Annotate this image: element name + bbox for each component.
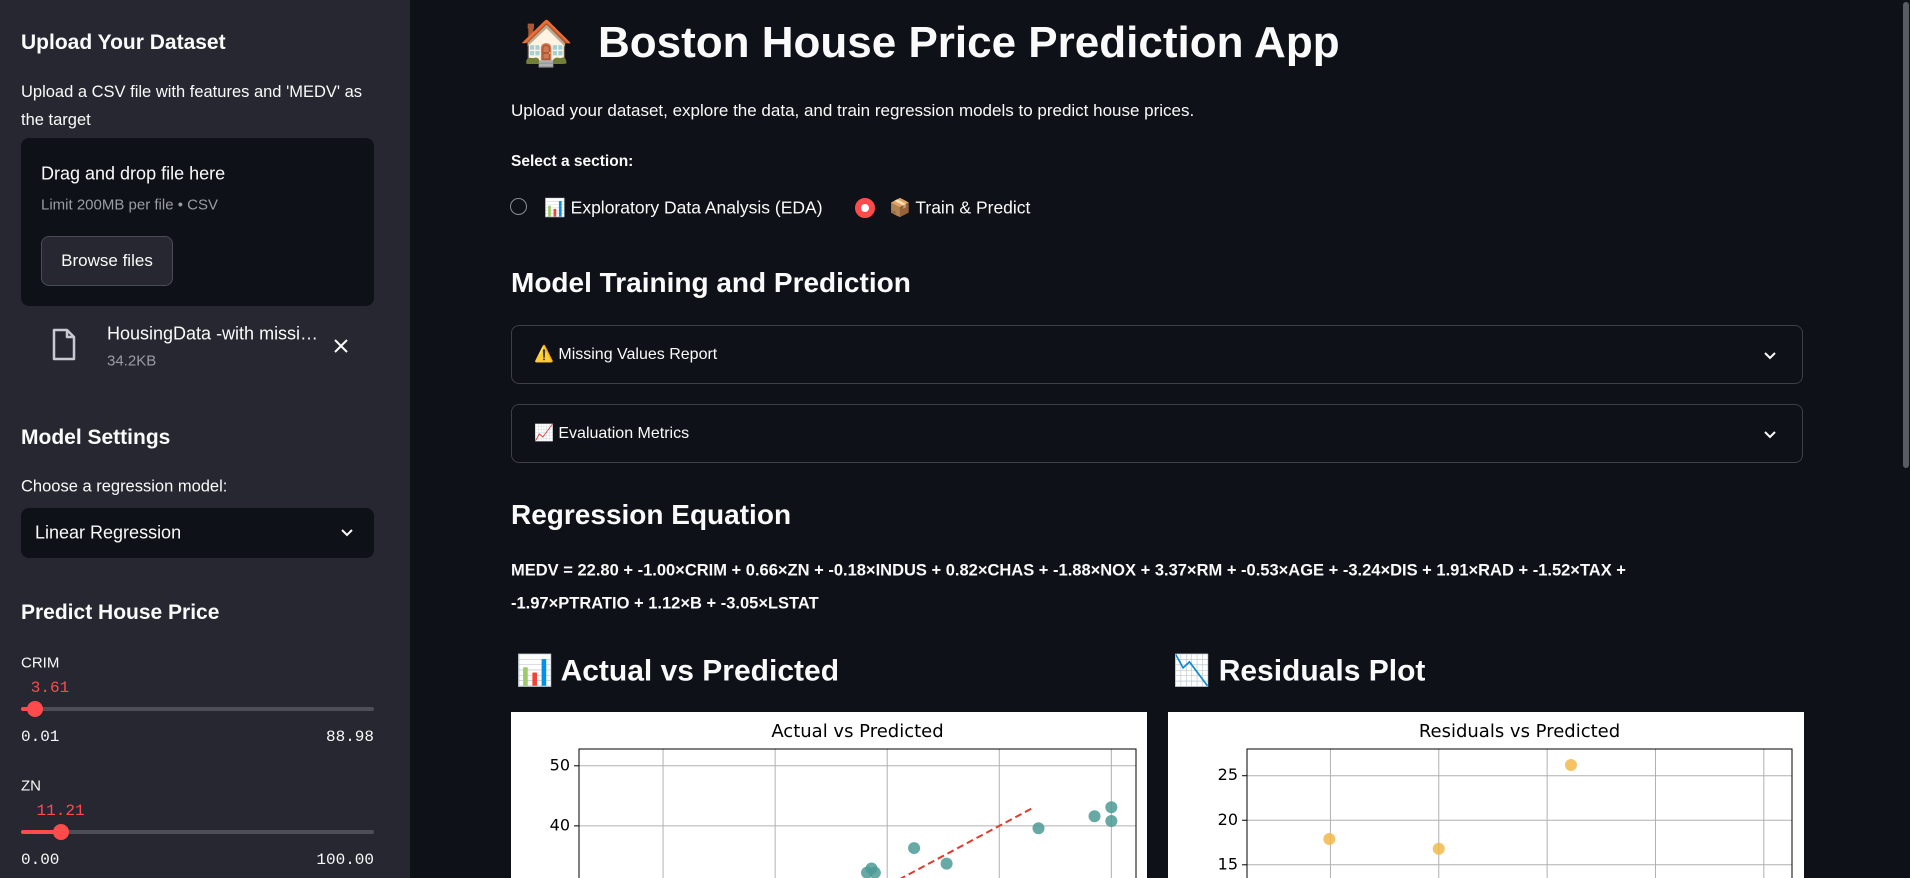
radio-option[interactable]: 📊 Exploratory Data Analysis (EDA) [544, 197, 823, 218]
chart: Actual vs Predicted 40 50 [511, 712, 1147, 878]
slider-label: CRIM [21, 654, 60, 672]
y-tick-label: 20 [1218, 810, 1238, 829]
sidebar-heading: Model Settings [21, 426, 171, 449]
subtitle: Upload your dataset, explore the data, a… [511, 101, 1195, 120]
radio[interactable] [510, 198, 527, 215]
slider-thumb[interactable] [52, 824, 69, 840]
y-tick-label: 25 [1218, 765, 1238, 784]
remove-file[interactable] [333, 338, 349, 354]
radio-option[interactable]: 📦 Train & Predict [889, 197, 1031, 218]
chevron [341, 529, 353, 537]
radio-dot [861, 204, 869, 212]
slider-value: 11.21 [36, 802, 85, 820]
expander-label: 📈 Evaluation Metrics [534, 425, 690, 442]
point [1323, 832, 1336, 845]
file-size: 34.2KB [107, 352, 157, 370]
axes-frame [1246, 748, 1793, 878]
y-tick-label: 40 [550, 815, 570, 834]
slider-min: 0.01 [21, 728, 60, 746]
sidebar-heading: Predict House Price [21, 601, 220, 624]
slider-max: 88.98 [325, 728, 374, 746]
dropzone-title: Drag and drop file here [41, 163, 226, 184]
point [868, 866, 881, 878]
page-title: Boston House Price Prediction App [598, 18, 1340, 67]
plot-heading: 📉 Residuals Plot [1173, 654, 1426, 688]
point [940, 857, 953, 870]
select-value: Linear Regression [35, 522, 182, 543]
sidebar-heading: Upload Your Dataset [21, 31, 226, 54]
point [1105, 815, 1118, 828]
scrollbar[interactable] [1903, 2, 1909, 468]
dropzone-limit: Limit 200MB per file • CSV [41, 196, 218, 214]
radio-label: Select a section: [511, 153, 634, 170]
chart: Residuals vs Predicted 15 20 25 [1168, 712, 1804, 878]
expander-label: ⚠️ Missing Values Report [534, 346, 718, 363]
model-select[interactable] [21, 508, 374, 558]
y-tick-label: 15 [1218, 854, 1238, 873]
slider-thumb[interactable] [27, 701, 44, 717]
point [1032, 822, 1045, 835]
title-icon: 🏠 [519, 19, 574, 68]
heading: Model Training and Prediction [511, 267, 911, 298]
point [908, 842, 921, 855]
chevron [1763, 348, 1777, 360]
browse-button[interactable]: Browse files [41, 236, 173, 286]
chevron [1763, 427, 1777, 439]
chart-title: Residuals vs Predicted [1419, 721, 1620, 742]
file-icon [52, 328, 76, 361]
select-label: Choose a regression model: [21, 477, 228, 496]
equation-line: MEDV = 22.80 + -1.00×CRIM + 0.66×ZN + -0… [511, 561, 1626, 580]
plot-heading: 📊 Actual vs Predicted [516, 654, 840, 688]
upload-help: Upload a CSV file with features and 'MED… [21, 83, 363, 129]
axes-frame [578, 748, 1137, 878]
slider-track [21, 707, 374, 711]
slider-value: 3.61 [30, 679, 70, 697]
point [1432, 842, 1445, 855]
heading: Regression Equation [511, 499, 792, 530]
slider-fill [21, 830, 61, 834]
y-tick-label: 50 [550, 755, 570, 774]
slider-label: ZN [21, 777, 41, 795]
point [1105, 801, 1118, 814]
slider-track [21, 830, 374, 834]
point [1088, 810, 1101, 823]
expander[interactable] [511, 404, 1803, 463]
slider-max: 100.00 [316, 851, 374, 869]
reference-line [899, 806, 1035, 878]
expander[interactable] [511, 325, 1803, 384]
chart-title: Actual vs Predicted [771, 721, 943, 742]
slider-min: 0.00 [21, 851, 60, 869]
point [1564, 759, 1577, 772]
file-name: HousingData -with missi… [107, 323, 319, 344]
equation-line: -1.97×PTRATIO + 1.12×B + -3.05×LSTAT [511, 594, 819, 613]
